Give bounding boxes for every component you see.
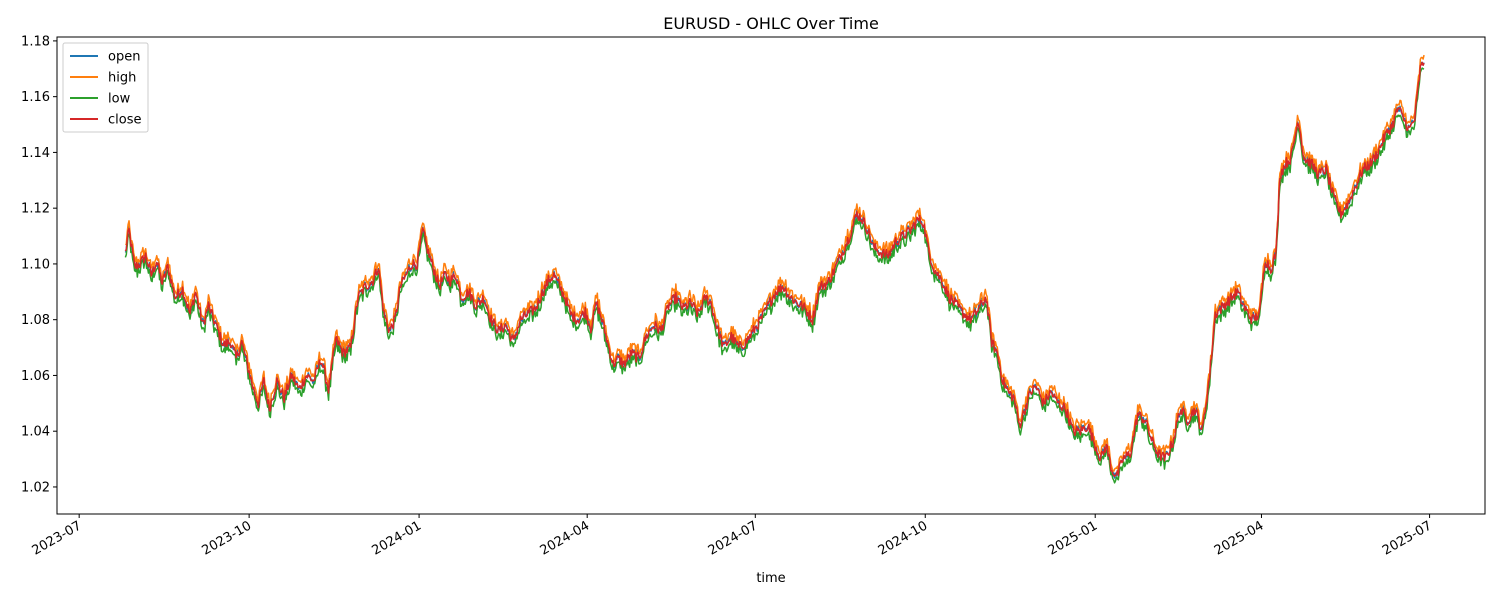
y-axis: 1.02 1.04 1.06 1.08 1.10 1.12 1.14 1.16 1.18 [21, 34, 57, 495]
y-tick-label: 1.06 [21, 369, 50, 384]
y-tick-label: 1.12 [21, 202, 50, 217]
series-line-close [124, 61, 1425, 477]
y-tick-label: 1.04 [21, 425, 50, 440]
x-axis-label: time [756, 571, 785, 586]
legend: open high low close [62, 42, 149, 133]
y-tick-label: 1.10 [21, 257, 50, 272]
series-layer [124, 54, 1425, 484]
y-tick-label: 1.02 [21, 480, 50, 495]
legend-label-close: close [108, 113, 141, 128]
y-tick-label: 1.08 [21, 313, 50, 328]
y-tick-label: 1.14 [21, 146, 50, 161]
legend-label-open: open [108, 50, 140, 65]
y-tick-label: 1.16 [21, 90, 50, 105]
legend-label-low: low [108, 92, 131, 107]
legend-label-high: high [108, 71, 136, 86]
plot-frame [56, 36, 1486, 515]
y-tick-label: 1.18 [21, 34, 50, 49]
legend-box [62, 42, 149, 133]
chart-title: EURUSD - OHLC Over Time [663, 14, 879, 33]
